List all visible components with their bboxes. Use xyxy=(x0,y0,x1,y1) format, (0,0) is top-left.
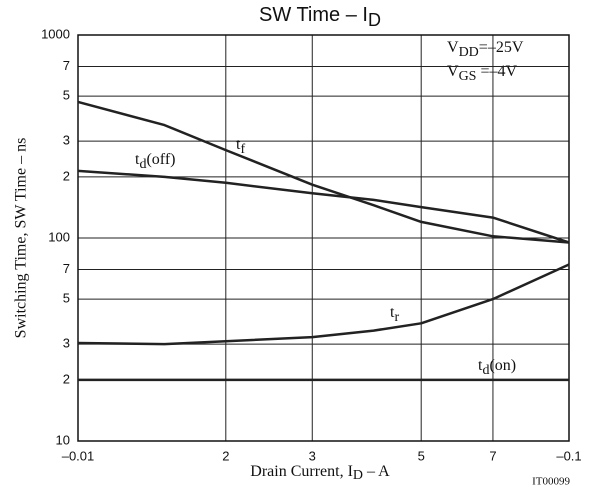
y-tick-label: 3 xyxy=(63,336,70,351)
title-text: SW Time – I xyxy=(259,4,368,26)
x-tick-label: 7 xyxy=(489,448,496,463)
y-tick-label: 7 xyxy=(63,58,70,73)
label-suffix: (on) xyxy=(489,357,516,374)
label-text: t xyxy=(236,136,241,153)
label-sub: d xyxy=(482,363,489,378)
y-tick-label: 2 xyxy=(63,168,70,183)
y-tick-label: 2 xyxy=(63,371,70,386)
label-text: t xyxy=(135,151,140,168)
cond-text: V xyxy=(447,39,459,56)
series-label: td(off) xyxy=(135,151,175,173)
cond-text: V xyxy=(447,63,459,80)
series-line xyxy=(77,169,570,244)
x-axis-label: Drain Current, ID – A xyxy=(250,463,390,484)
x-label-sub: D xyxy=(353,468,363,483)
x-label-text: Drain Current, I xyxy=(250,463,353,480)
series-line xyxy=(77,263,570,346)
label-suffix: (off) xyxy=(146,151,175,168)
label-sub: r xyxy=(394,310,399,325)
label-sub: f xyxy=(240,142,245,157)
cond-sub: GS xyxy=(459,69,477,84)
x-tick-label: 5 xyxy=(418,448,425,463)
y-tick-label: 5 xyxy=(63,291,70,306)
x-tick-label: 2 xyxy=(222,448,229,463)
series-label: tf xyxy=(236,136,245,158)
label-text: t xyxy=(390,304,395,321)
series-line xyxy=(77,100,570,244)
x-tick-label: 3 xyxy=(309,448,316,463)
label-text: t xyxy=(478,357,483,374)
y-tick-label: 3 xyxy=(63,133,70,148)
y-tick-label: 7 xyxy=(63,261,70,276)
cond-suffix: =–4V xyxy=(476,63,517,80)
condition: VDD=–25V xyxy=(447,39,524,61)
cond-suffix: =–25V xyxy=(479,39,524,56)
y-tick-label: 1000 xyxy=(41,26,70,41)
series-label: tr xyxy=(390,304,399,326)
x-label-suffix: – A xyxy=(363,463,390,480)
cond-sub: DD xyxy=(459,45,479,60)
y-axis-label: Switching Time, SW Time – ns xyxy=(13,138,30,339)
x-tick-label: –0.01 xyxy=(62,448,95,463)
chart-title: SW Time – ID xyxy=(259,4,381,29)
y-tick-label: 100 xyxy=(48,229,70,244)
y-tick-label: 10 xyxy=(56,432,70,447)
plot-frame xyxy=(77,34,570,442)
title-sub: D xyxy=(368,10,381,30)
y-tick-label: 5 xyxy=(63,88,70,103)
series-label: td(on) xyxy=(478,357,516,379)
figure-code: IT00099 xyxy=(532,476,570,488)
x-tick-label: –0.1 xyxy=(556,448,581,463)
label-sub: d xyxy=(139,157,146,172)
